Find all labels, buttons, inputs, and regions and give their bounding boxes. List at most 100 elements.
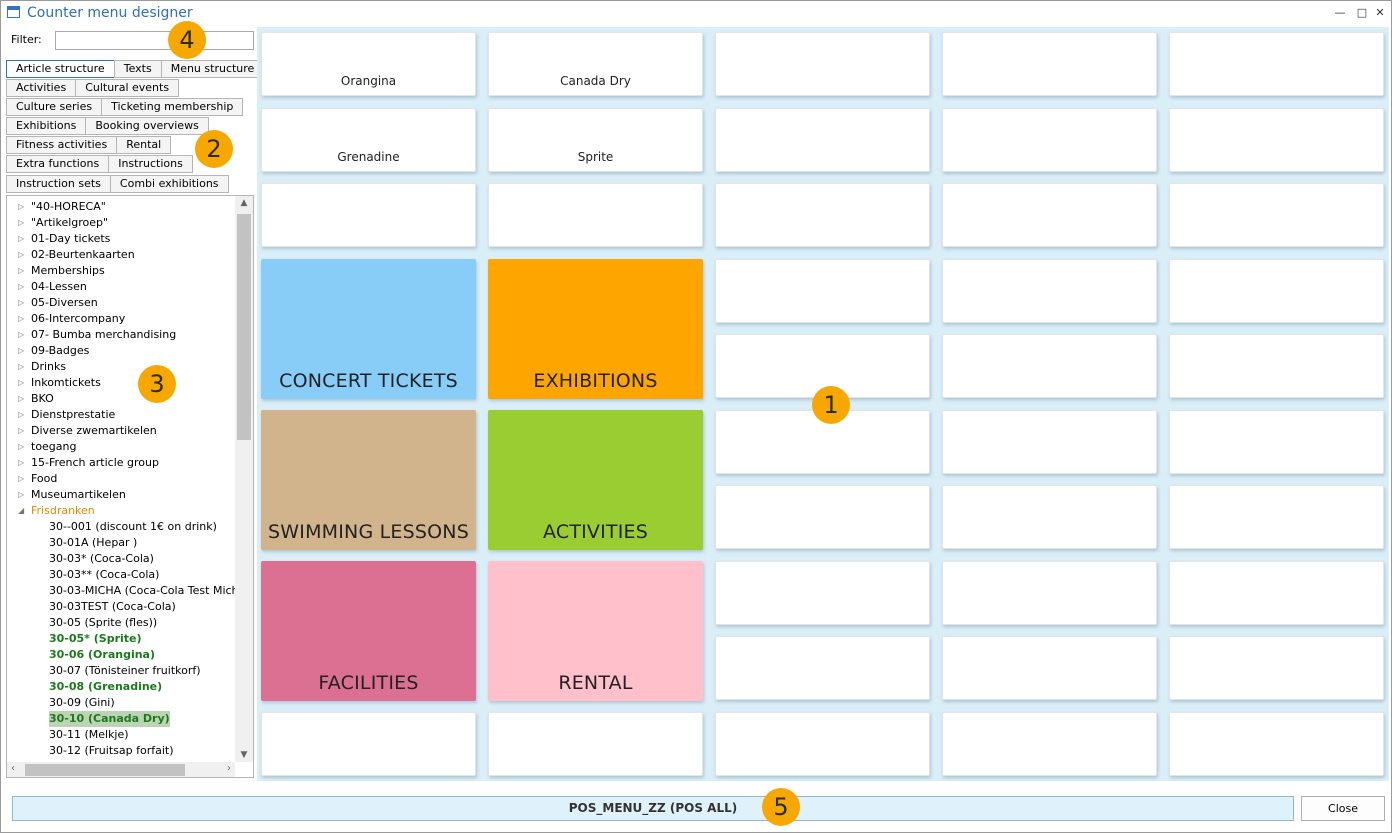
item-button[interactable]: Canada Dry [488, 32, 703, 96]
scroll-thumb[interactable] [237, 214, 251, 440]
collapsed-arrow-icon[interactable]: ▷ [18, 282, 25, 291]
tree-item[interactable]: 30-08 (Grenadine) [7, 679, 235, 695]
maximize-icon[interactable]: □ [1356, 6, 1368, 19]
empty-slot[interactable] [488, 712, 703, 776]
tree-item[interactable]: 30-09 (Gini) [7, 695, 235, 711]
collapsed-arrow-icon[interactable]: ▷ [18, 490, 25, 499]
tab-article-structure[interactable]: Article structure [6, 60, 115, 78]
empty-slot[interactable] [715, 32, 930, 96]
tab-texts[interactable]: Texts [113, 60, 162, 78]
collapsed-arrow-icon[interactable]: ▷ [18, 298, 25, 307]
collapsed-arrow-icon[interactable]: ▷ [18, 250, 25, 259]
collapsed-arrow-icon[interactable]: ▷ [18, 458, 25, 467]
empty-slot[interactable] [942, 334, 1157, 398]
empty-slot[interactable] [261, 712, 476, 776]
tree-item[interactable]: ▷ BKO [7, 391, 235, 407]
item-button[interactable]: Grenadine [261, 108, 476, 172]
empty-slot[interactable] [715, 183, 930, 247]
scroll-down-icon[interactable]: ▼ [240, 750, 248, 760]
tree-item[interactable]: ▷ "40-HORECA" [7, 199, 235, 215]
empty-slot[interactable] [261, 183, 476, 247]
tree-item[interactable]: 30-01A (Hepar ) [7, 535, 235, 551]
tree-item[interactable]: ▷ Drinks [7, 359, 235, 375]
tree-item[interactable]: ▷ Memberships [7, 263, 235, 279]
category-button-facilities[interactable]: FACILITIES [261, 561, 476, 701]
tab-rental[interactable]: Rental [116, 136, 172, 154]
empty-slot[interactable] [715, 712, 930, 776]
tree-item[interactable]: 30-06 (Orangina) [7, 647, 235, 663]
scroll-thumb[interactable] [25, 764, 185, 776]
empty-slot[interactable] [942, 183, 1157, 247]
collapsed-arrow-icon[interactable]: ▷ [18, 410, 25, 419]
empty-slot[interactable] [715, 485, 930, 549]
tree-item[interactable]: ▷ Museumartikelen [7, 487, 235, 503]
tree-item[interactable]: 30-03* (Coca-Cola) [7, 551, 235, 567]
filter-input[interactable] [55, 31, 254, 50]
collapsed-arrow-icon[interactable]: ▷ [18, 202, 25, 211]
collapsed-arrow-icon[interactable]: ▷ [18, 266, 25, 275]
item-button[interactable]: Orangina [261, 32, 476, 96]
empty-slot[interactable] [715, 561, 930, 625]
tree-item[interactable]: ▷ 05-Diversen [7, 295, 235, 311]
empty-slot[interactable] [1169, 108, 1384, 172]
tree-item[interactable]: ▷ 06-Intercompany [7, 311, 235, 327]
tree-item[interactable]: ▷ Dienstprestatie [7, 407, 235, 423]
tree-item[interactable]: ▷ 09-Badges [7, 343, 235, 359]
collapsed-arrow-icon[interactable]: ▷ [18, 426, 25, 435]
collapsed-arrow-icon[interactable]: ▷ [18, 394, 25, 403]
empty-slot[interactable] [715, 410, 930, 474]
empty-slot[interactable] [942, 636, 1157, 700]
article-tree[interactable]: ▷ "40-HORECA" ▷ "Artikelgroep" ▷ 01-Day ticke… [6, 195, 254, 778]
tab-instruction-sets[interactable]: Instruction sets [6, 175, 111, 193]
close-button[interactable]: Close [1301, 796, 1385, 821]
tab-activities[interactable]: Activities [6, 79, 77, 97]
empty-slot[interactable] [942, 108, 1157, 172]
empty-slot[interactable] [942, 410, 1157, 474]
empty-slot[interactable] [942, 259, 1157, 323]
tab-instructions[interactable]: Instructions [108, 155, 193, 173]
tree-item[interactable]: ▷ 15-French article group [7, 455, 235, 471]
minimize-icon[interactable]: — [1334, 6, 1346, 19]
tree-vertical-scrollbar[interactable]: ▲ ▼ [235, 196, 253, 762]
empty-slot[interactable] [1169, 485, 1384, 549]
category-button-rental[interactable]: RENTAL [488, 561, 703, 701]
collapsed-arrow-icon[interactable]: ▷ [18, 442, 25, 451]
collapsed-arrow-icon[interactable]: ▷ [18, 378, 25, 387]
item-button[interactable]: Sprite [488, 108, 703, 172]
tree-item[interactable]: ▷ toegang [7, 439, 235, 455]
scroll-left-icon[interactable]: ‹ [11, 763, 15, 774]
tree-horizontal-scrollbar[interactable]: ‹ › [7, 762, 235, 777]
empty-slot[interactable] [1169, 32, 1384, 96]
category-button-concert-tickets[interactable]: CONCERT TICKETS [261, 259, 476, 399]
tree-item[interactable]: ▷ "Artikelgroep" [7, 215, 235, 231]
collapsed-arrow-icon[interactable]: ▷ [18, 346, 25, 355]
tree-item[interactable]: 30-03TEST (Coca-Cola) [7, 599, 235, 615]
empty-slot[interactable] [488, 183, 703, 247]
tab-ticketing-membership[interactable]: Ticketing membership [101, 98, 244, 116]
tab-combi-exhibitions[interactable]: Combi exhibitions [109, 175, 229, 193]
tree-item[interactable]: ▷ 07- Bumba merchandising [7, 327, 235, 343]
collapsed-arrow-icon[interactable]: ▷ [18, 330, 25, 339]
tree-item[interactable]: ▷ Food [7, 471, 235, 487]
tree-item[interactable]: ▷ Diverse zwemartikelen [7, 423, 235, 439]
tab-cultural-events[interactable]: Cultural events [75, 79, 180, 97]
tree-item[interactable]: 30-03-MICHA (Coca-Cola Test Michael) [7, 583, 235, 599]
expanded-arrow-icon[interactable]: ◢ [18, 506, 25, 515]
tab-culture-series[interactable]: Culture series [6, 98, 103, 116]
empty-slot[interactable] [1169, 561, 1384, 625]
empty-slot[interactable] [942, 561, 1157, 625]
empty-slot[interactable] [942, 32, 1157, 96]
collapsed-arrow-icon[interactable]: ▷ [18, 234, 25, 243]
empty-slot[interactable] [942, 712, 1157, 776]
scroll-up-icon[interactable]: ▲ [240, 198, 248, 208]
tree-item[interactable]: 30-07 (Tönisteiner fruitkorf) [7, 663, 235, 679]
collapsed-arrow-icon[interactable]: ▷ [18, 362, 25, 371]
collapsed-arrow-icon[interactable]: ▷ [18, 314, 25, 323]
tree-item[interactable]: 30-11 (Melkje) [7, 727, 235, 743]
category-button-swimming-lessons[interactable]: SWIMMING LESSONS [261, 410, 476, 550]
tree-item[interactable]: 30-05* (Sprite) [7, 631, 235, 647]
tree-item[interactable]: ▷ Inkomtickets [7, 375, 235, 391]
tree-item[interactable]: 30-03** (Coca-Cola) [7, 567, 235, 583]
empty-slot[interactable] [1169, 334, 1384, 398]
tab-exhibitions[interactable]: Exhibitions [6, 117, 87, 135]
